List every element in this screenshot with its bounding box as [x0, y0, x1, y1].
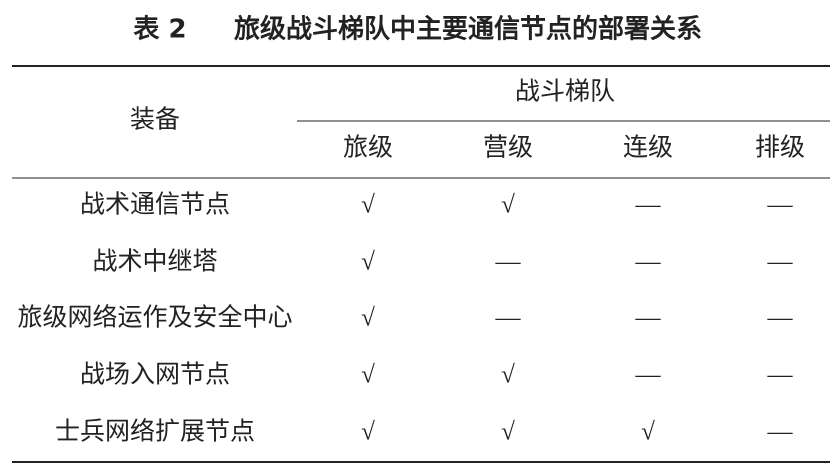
cell: √ [501, 192, 515, 219]
cell: — [495, 249, 522, 276]
cell: √ [361, 192, 375, 219]
cell: — [767, 419, 794, 446]
cell: — [767, 362, 794, 389]
cell: √ [641, 419, 655, 446]
header-equipment: 装备 [130, 106, 180, 134]
cell: — [767, 305, 794, 332]
cell: — [635, 249, 662, 276]
cell: — [767, 192, 794, 219]
header-level: 连级 [623, 134, 673, 162]
cell: √ [361, 362, 375, 389]
cell: — [635, 305, 662, 332]
cell: — [495, 305, 522, 332]
header-level: 旅级 [343, 134, 393, 162]
row-label: 战术通信节点 [80, 191, 230, 219]
cell: — [767, 249, 794, 276]
cell: — [635, 192, 662, 219]
table-title: 旅级战斗梯队中主要通信节点的部署关系 [234, 14, 702, 45]
cell: √ [361, 249, 375, 276]
cell: — [635, 362, 662, 389]
table-number: 表 2 [133, 15, 186, 45]
row-label: 战场入网节点 [80, 361, 230, 389]
cell: √ [501, 419, 515, 446]
header-level: 营级 [483, 134, 533, 162]
header-group: 战斗梯队 [515, 78, 615, 106]
cell: √ [361, 305, 375, 332]
cell: √ [501, 362, 515, 389]
row-label: 旅级网络运作及安全中心 [17, 304, 292, 332]
header-level: 排级 [755, 134, 805, 162]
cell: √ [361, 419, 375, 446]
row-label: 士兵网络扩展节点 [55, 418, 255, 446]
row-label: 战术中继塔 [92, 248, 217, 276]
